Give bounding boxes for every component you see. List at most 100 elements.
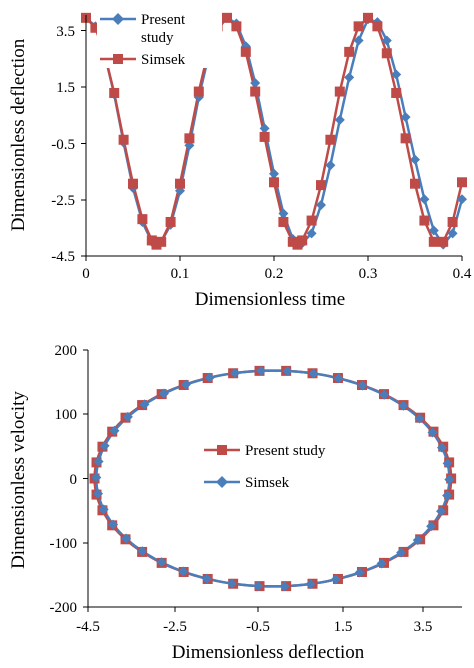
chart2-ytick-label: 100 — [55, 407, 78, 423]
chart1-xtick-label: 0 — [82, 266, 90, 282]
chart2-legend: Present study Simsek — [204, 443, 326, 491]
chart1-legend-marker-simsek — [113, 54, 123, 64]
chart1-series-layer — [81, 12, 467, 250]
chart2-point-1 — [279, 581, 290, 592]
chart1-point-0 — [447, 228, 458, 239]
chart1-point-1 — [400, 133, 411, 144]
chart2-point-1 — [93, 488, 104, 499]
chart1-point-1 — [457, 177, 467, 188]
chart2-point-1 — [121, 533, 132, 544]
chart2-point-1 — [122, 411, 133, 422]
chart1-point-0 — [410, 154, 420, 165]
chart1-point-0 — [269, 168, 279, 179]
chart1-point-1 — [428, 236, 439, 247]
chart2-point-1 — [99, 440, 110, 451]
chart2-point-1 — [354, 567, 365, 578]
chart1-point-1 — [175, 178, 185, 189]
chart2-ytick-label: -100 — [50, 536, 78, 552]
chart2-x-axis — [87, 606, 462, 612]
chart1-point-1 — [344, 46, 355, 57]
chart2-point-1 — [253, 581, 264, 592]
chart1-point-1 — [419, 215, 430, 226]
chart1-point-1 — [165, 216, 176, 227]
chart2-legend-marker-simsek — [216, 476, 228, 488]
chart2-y-axis-title: Dimensionless velocity — [8, 391, 29, 569]
chart-time-response: 3.5 1.5 -0.5 -2.5 -4.5 0 0.1 0.2 0.3 0.4… — [8, 8, 472, 310]
chart1-ytick-label: -2.5 — [51, 193, 75, 209]
chart1-point-0 — [259, 123, 270, 134]
chart2-ytick-label: -200 — [50, 600, 78, 616]
chart2-xtick-label: -4.5 — [76, 619, 100, 635]
chart1-legend-label-study: study — [141, 30, 174, 46]
chart1-legend-marker-present — [112, 13, 124, 25]
chart1-y-axis — [81, 15, 87, 257]
chart1-x-axis — [85, 255, 463, 261]
chart2-point-1 — [159, 388, 170, 399]
chart1-point-1 — [156, 236, 167, 247]
chart2-point-1 — [204, 372, 215, 383]
chart2-xtick-label: 3.5 — [414, 619, 433, 635]
chart1-point-1 — [109, 87, 120, 98]
chart1-x-axis-title: Dimensionless time — [195, 289, 345, 310]
chart2-xtick-label: 1.5 — [334, 619, 353, 635]
chart1-ytick-label: -4.5 — [51, 249, 75, 265]
chart1-point-1 — [316, 180, 326, 191]
chart1-point-1 — [240, 46, 251, 57]
chart1-point-0 — [306, 228, 317, 239]
chart1-point-1 — [222, 12, 232, 23]
chart1-ytick-label: -0.5 — [51, 137, 75, 153]
chart2-point-1 — [427, 427, 438, 438]
chart2-point-1 — [412, 535, 423, 546]
chart1-point-0 — [344, 72, 355, 83]
chart2-point-1 — [139, 399, 150, 410]
chart1-point-1 — [259, 131, 270, 142]
chart2-point-1 — [357, 380, 368, 391]
chart1-point-1 — [250, 86, 261, 97]
chart2-point-1 — [156, 557, 167, 568]
chart-phase-portrait: 200 100 0 -100 -200 -4.5 -2.5 -0.5 1.5 3… — [8, 343, 462, 663]
chart2-point-1 — [436, 506, 447, 517]
chart2-point-1 — [108, 519, 119, 530]
chart2-point-1 — [137, 546, 148, 557]
chart2-point-1 — [396, 547, 407, 558]
chart1-point-1 — [410, 178, 420, 189]
chart1-ytick-label: 1.5 — [56, 80, 75, 96]
chart2-point-1 — [282, 365, 293, 376]
chart2-series-layer — [89, 365, 457, 592]
chart1-point-1 — [391, 87, 402, 98]
chart1-point-0 — [316, 199, 326, 210]
chart1-xtick-label: 0.2 — [265, 266, 284, 282]
chart1-point-1 — [325, 134, 336, 145]
chart1-point-0 — [400, 112, 411, 123]
chart1-point-1 — [90, 22, 101, 33]
chart2-point-1 — [308, 368, 319, 379]
chart2-point-1 — [426, 521, 437, 532]
chart1-point-1 — [184, 133, 195, 144]
chart2-point-1 — [444, 474, 455, 485]
chart1-point-1 — [118, 134, 129, 145]
chart2-point-1 — [91, 472, 102, 483]
chart2-x-axis-title: Dimensionless deflection — [172, 642, 365, 663]
chart1-point-1 — [334, 86, 345, 97]
chart2-xtick-label: -0.5 — [246, 619, 270, 635]
chart2-y-axis — [83, 349, 89, 608]
chart1-xtick-label: 0.4 — [453, 266, 472, 282]
chart2-point-1 — [98, 504, 109, 515]
chart1-legend: Present study Simsek — [97, 8, 222, 68]
chart1-y-axis-title: Dimensionless deflection — [8, 38, 29, 231]
chart2-legend-label-simsek: Simsek — [245, 475, 290, 491]
chart1-point-1 — [128, 178, 138, 189]
chart2-point-1 — [305, 578, 316, 589]
chart2-point-1 — [333, 373, 344, 384]
chart2-point-1 — [227, 578, 238, 589]
chart2-legend-marker-present — [217, 445, 227, 455]
chart1-point-0 — [381, 35, 392, 46]
chart1-legend-label-simsek: Simsek — [141, 52, 186, 68]
chart1-point-0 — [353, 35, 364, 46]
chart2-point-1 — [93, 456, 104, 467]
chart2-ytick-label: 0 — [70, 472, 78, 488]
chart1-point-1 — [381, 48, 392, 59]
chart2-point-1 — [442, 490, 453, 501]
chart2-ytick-label: 200 — [55, 343, 78, 359]
